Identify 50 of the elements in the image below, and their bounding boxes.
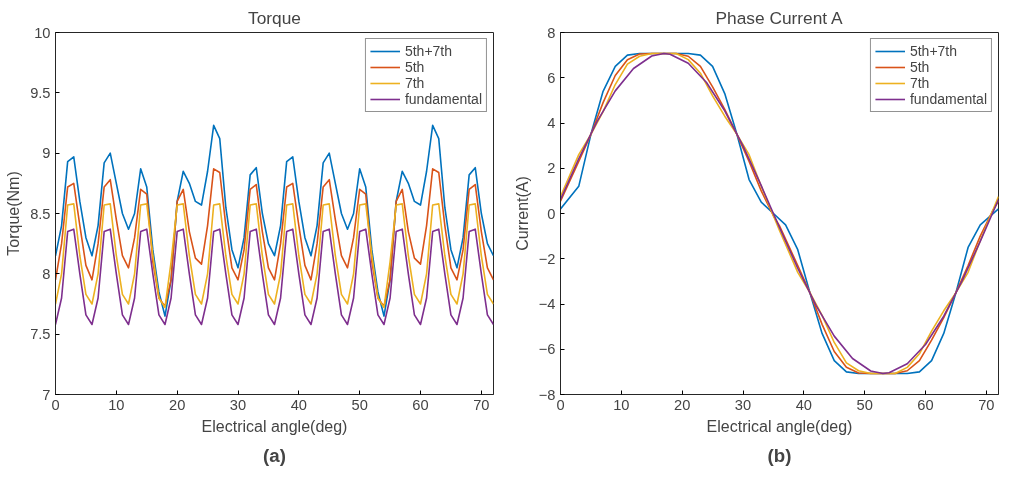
x-tick-label: 70: [473, 396, 490, 413]
legend-label: fundamental: [404, 91, 482, 107]
y-tick-label: −8: [538, 386, 556, 403]
line-series: [55, 124, 494, 317]
y-tick-label: 8: [547, 24, 556, 41]
y-tick-label: 9: [42, 145, 51, 162]
legend-label: 7th: [404, 75, 425, 91]
x-tick-label: 40: [795, 396, 812, 413]
y-tick-label: 2: [547, 160, 556, 177]
y-tick-label: −4: [538, 296, 556, 312]
line-series: [55, 203, 494, 309]
x-tick-label: 60: [412, 396, 429, 413]
line-series: [55, 168, 494, 308]
y-tick-label: 9.5: [30, 84, 51, 101]
y-tick-label: 6: [547, 69, 556, 86]
y-tick-label: 0: [547, 205, 556, 222]
x-tick-label: 40: [290, 396, 307, 413]
x-axis-title: Electrical angle(deg): [201, 417, 348, 435]
text: (a): [263, 444, 286, 466]
line-series: [55, 228, 494, 326]
x-tick-label: 50: [856, 396, 873, 413]
x-tick-label: 30: [229, 396, 247, 413]
y-tick-label: 4: [547, 115, 556, 131]
y-tick-label: 8.5: [30, 205, 51, 222]
legend-label: 7th: [909, 75, 930, 91]
x-tick-label: 60: [917, 396, 934, 413]
x-tick-label: 50: [351, 396, 368, 413]
x-tick-label: 10: [108, 396, 125, 413]
chart-title: Torque: [248, 7, 301, 28]
x-tick-label: 20: [169, 396, 186, 413]
legend-label: 5th+7th: [909, 43, 958, 59]
chart-title: Phase Current A: [715, 7, 844, 28]
x-axis-title: Electrical angle(deg): [706, 417, 853, 435]
y-tick-label: −2: [538, 250, 556, 267]
y-tick-label: −6: [538, 341, 556, 358]
x-tick-label: 10: [613, 396, 630, 413]
legend-label: fundamental: [909, 91, 987, 107]
y-tick-label: 7.5: [30, 326, 51, 343]
y-axis-title: Torque(Nm): [5, 171, 23, 256]
y-axis-title: Current(A): [513, 176, 531, 251]
text: (b): [767, 444, 792, 466]
y-tick-label: 7: [42, 386, 51, 403]
legend-label: 5th+7th: [404, 43, 453, 59]
x-tick-label: 30: [734, 396, 752, 413]
y-tick-label: 10: [34, 24, 51, 41]
legend-label: 5th: [404, 59, 425, 75]
y-tick-label: 8: [42, 265, 51, 282]
legend-label: 5th: [909, 59, 930, 75]
x-tick-label: 20: [674, 396, 691, 413]
x-tick-label: 70: [978, 396, 995, 413]
